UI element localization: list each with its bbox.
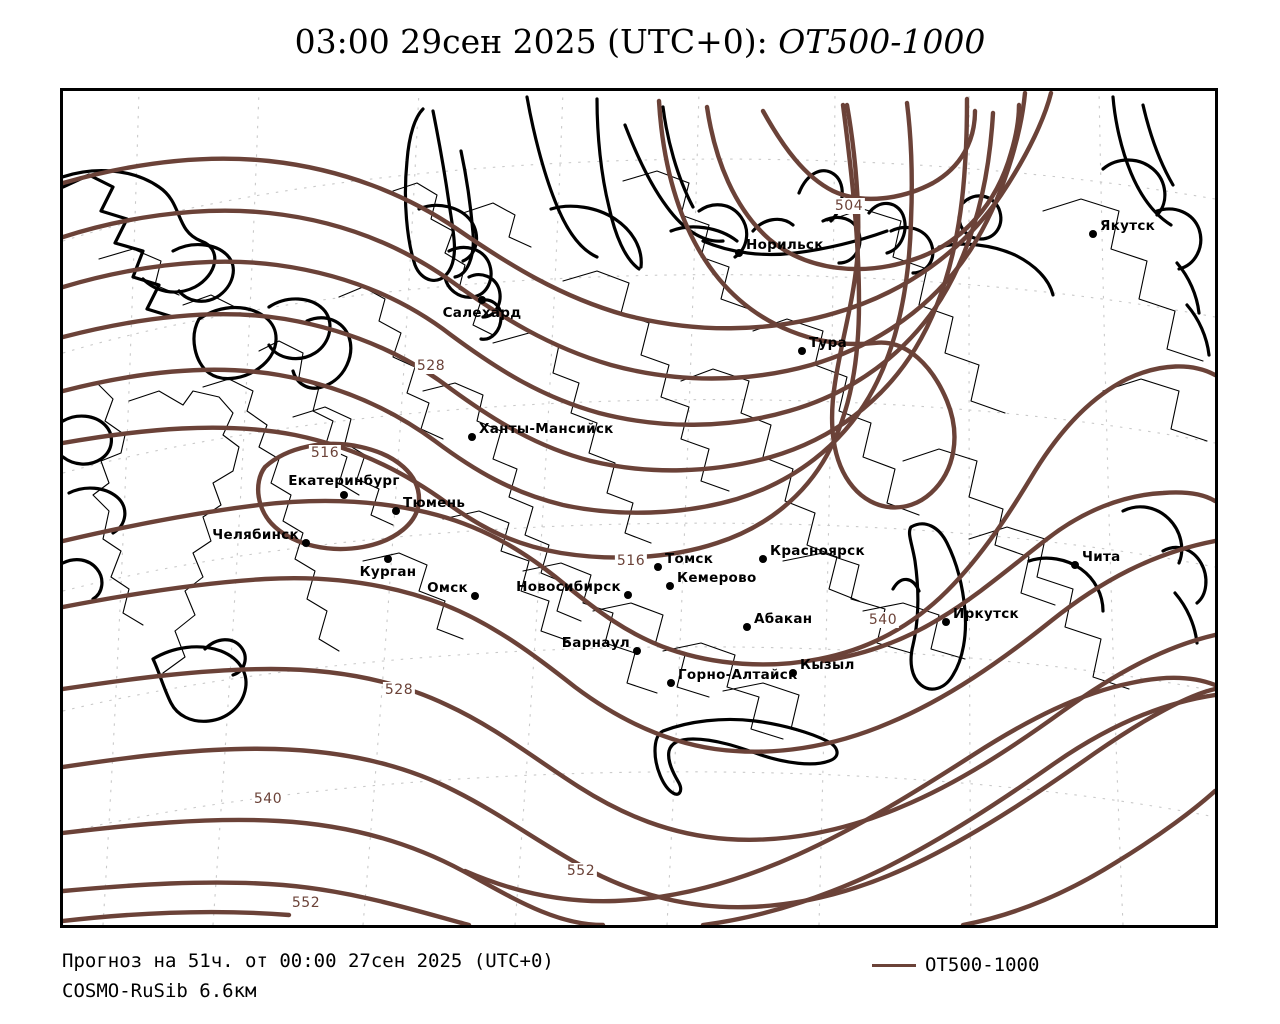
forecast-validity-line: Прогноз на 51ч. от 00:00 27сен 2025 (UTC…: [62, 950, 554, 972]
contour-value-label: 552: [289, 895, 323, 911]
contour-value-label: 528: [414, 358, 448, 374]
contour-value-label: 504: [832, 198, 866, 214]
title-field-name: ОТ500-1000: [778, 22, 986, 61]
page-title: 03:00 29сен 2025 (UTC+0): ОТ500-1000: [0, 22, 1280, 61]
contour-lines: [63, 91, 1215, 925]
map-canvas[interactable]: Якутск Норильск Салехард Тура Ханты-Мансийск…: [60, 88, 1218, 928]
contour-value-label: 540: [866, 612, 900, 628]
forecast-info: Прогноз на 51ч. от 00:00 27сен 2025 (UTC…: [62, 946, 554, 1006]
map-graphics: [63, 91, 1215, 925]
model-name-line: COSMO-RuSib 6.6км: [62, 980, 257, 1002]
legend: ОТ500-1000: [872, 954, 1039, 976]
contour-value-label: 528: [382, 682, 416, 698]
legend-line-swatch: [872, 963, 916, 967]
legend-label: ОТ500-1000: [925, 954, 1040, 976]
administrative-borders: [63, 170, 1208, 740]
title-timestamp: 03:00 29сен 2025 (UTC+0):: [294, 22, 779, 61]
contour-value-label: 516: [308, 445, 342, 461]
contour-value-label: 540: [251, 791, 285, 807]
contour-value-label: 552: [564, 863, 598, 879]
contour-value-label: 516: [614, 553, 648, 569]
coastlines: [63, 95, 1211, 796]
